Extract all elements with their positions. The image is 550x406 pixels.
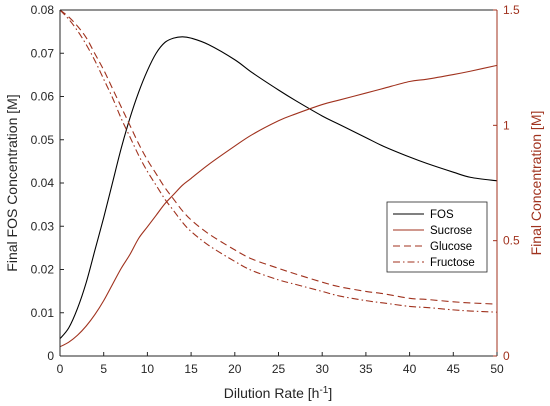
series-line-fos [59,36,498,340]
x-tick-label: 35 [359,362,373,376]
x-tick-label: 45 [447,362,461,376]
left-y-tick-label: 0.03 [31,219,55,233]
x-tick-label: 10 [141,362,155,376]
left-y-tick-label: 0.08 [31,3,55,17]
x-axis-title: Dilution Rate [h-1] [224,385,333,401]
left-y-axis-title: Final FOS Concentration [M] [4,94,20,271]
x-axis-ticks: 0 5 10 15 20 25 30 35 40 45 50 [57,352,504,376]
right-y-tick-label: 1.5 [503,3,520,17]
legend-label-sucrose: Sucrose [430,225,472,237]
right-y-tick-label: 0.5 [503,234,520,248]
legend: FOS Sucrose Glucose Fructose [386,201,488,273]
series-curves [59,9,498,348]
left-y-tick-label: 0.02 [31,263,55,277]
left-y-tick-label: 0.07 [31,46,55,60]
legend-label-glucose: Glucose [430,241,472,253]
left-y-tick-label: 0.05 [31,133,55,147]
left-y-axis-ticks: 0 0.01 0.02 0.03 0.04 0.05 0.06 0.07 0.08 [31,3,64,363]
x-tick-label: 0 [57,362,64,376]
left-y-tick-label: 0.01 [31,306,55,320]
right-y-axis-ticks: 0 0.5 1 1.5 [493,3,520,363]
series-line-glucose [59,9,498,305]
left-y-tick-label: 0.06 [31,90,55,104]
x-tick-label: 25 [272,362,286,376]
x-tick-label: 20 [228,362,242,376]
legend-entries: FOS Sucrose Glucose Fructose [393,209,475,269]
x-tick-label: 30 [316,362,330,376]
legend-label-fructose: Fructose [430,257,475,269]
right-y-tick-label: 1 [503,118,510,132]
x-tick-label: 15 [184,362,198,376]
x-tick-label: 50 [490,362,504,376]
left-y-tick-label: 0 [47,349,54,363]
x-tick-label: 40 [403,362,417,376]
series-line-sucrose [59,64,498,348]
right-y-axis-title: Final Concentration [M] [528,111,544,256]
series-line-fructose [59,9,498,313]
plot-area [60,10,497,356]
right-y-tick-label: 0 [503,349,510,363]
left-y-tick-label: 0.04 [31,176,55,190]
legend-label-fos: FOS [430,209,454,221]
x-tick-label: 5 [100,362,107,376]
